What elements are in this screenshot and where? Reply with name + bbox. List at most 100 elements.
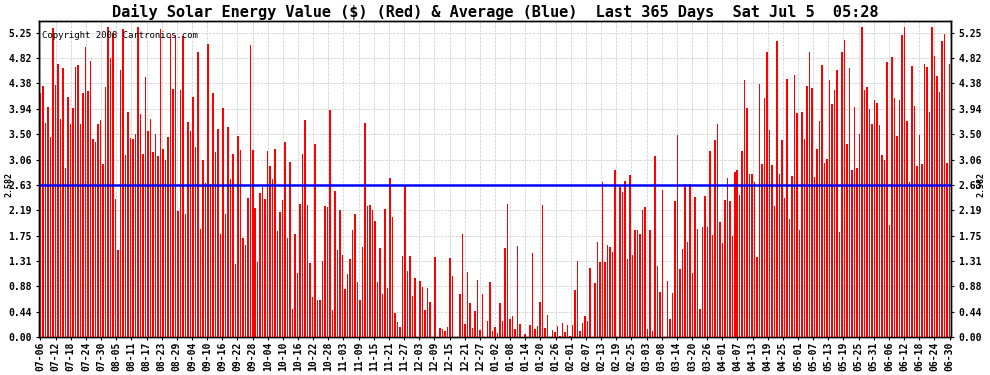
Bar bbox=[729, 201, 731, 337]
Bar bbox=[351, 230, 353, 337]
Bar bbox=[69, 124, 71, 337]
Bar bbox=[189, 131, 191, 337]
Bar bbox=[859, 134, 860, 337]
Bar bbox=[54, 85, 56, 337]
Bar bbox=[79, 124, 81, 337]
Bar bbox=[584, 316, 586, 337]
Bar bbox=[346, 274, 348, 337]
Bar bbox=[904, 27, 905, 337]
Bar bbox=[881, 155, 883, 337]
Bar bbox=[632, 255, 634, 337]
Bar bbox=[407, 272, 408, 337]
Bar bbox=[837, 70, 838, 337]
Bar bbox=[571, 325, 573, 337]
Bar bbox=[327, 207, 329, 337]
Bar bbox=[402, 256, 403, 337]
Bar bbox=[230, 179, 231, 337]
Bar bbox=[589, 268, 591, 337]
Bar bbox=[272, 179, 273, 337]
Bar bbox=[389, 178, 391, 337]
Bar bbox=[172, 89, 173, 337]
Bar bbox=[435, 257, 436, 337]
Bar bbox=[269, 166, 271, 337]
Bar bbox=[914, 106, 916, 337]
Bar bbox=[566, 325, 568, 337]
Bar bbox=[362, 247, 363, 337]
Bar bbox=[886, 62, 888, 337]
Bar bbox=[812, 88, 813, 337]
Bar bbox=[784, 198, 785, 337]
Bar bbox=[117, 251, 119, 337]
Bar bbox=[607, 245, 608, 337]
Title: Daily Solar Energy Value ($) (Red) & Average (Blue)  Last 365 Days  Sat Jul 5  0: Daily Solar Energy Value ($) (Red) & Ave… bbox=[112, 4, 878, 20]
Bar bbox=[72, 108, 73, 337]
Bar bbox=[707, 227, 708, 337]
Bar bbox=[415, 278, 416, 337]
Bar bbox=[227, 127, 229, 337]
Bar bbox=[317, 300, 319, 337]
Bar bbox=[237, 136, 239, 337]
Bar bbox=[569, 336, 570, 337]
Bar bbox=[45, 123, 47, 337]
Bar bbox=[482, 294, 483, 337]
Bar bbox=[817, 148, 818, 337]
Bar bbox=[97, 124, 99, 337]
Bar bbox=[274, 149, 276, 337]
Bar bbox=[287, 238, 288, 337]
Bar bbox=[774, 206, 775, 337]
Bar bbox=[809, 53, 811, 337]
Bar bbox=[744, 80, 745, 337]
Bar bbox=[766, 52, 768, 337]
Bar bbox=[95, 142, 96, 337]
Bar bbox=[629, 176, 631, 337]
Bar bbox=[602, 182, 603, 337]
Bar bbox=[746, 108, 748, 337]
Bar bbox=[217, 129, 219, 337]
Bar bbox=[751, 174, 753, 337]
Bar bbox=[125, 155, 126, 337]
Bar bbox=[889, 225, 890, 337]
Bar bbox=[77, 65, 78, 337]
Bar bbox=[932, 27, 933, 337]
Bar bbox=[302, 154, 304, 337]
Bar bbox=[487, 321, 488, 337]
Bar bbox=[222, 108, 224, 337]
Bar bbox=[786, 79, 788, 337]
Bar bbox=[776, 40, 778, 337]
Bar bbox=[446, 327, 448, 337]
Bar bbox=[532, 253, 534, 337]
Bar bbox=[789, 219, 790, 337]
Bar bbox=[494, 327, 496, 337]
Bar bbox=[220, 234, 221, 337]
Bar bbox=[299, 204, 301, 337]
Bar bbox=[154, 134, 156, 337]
Bar bbox=[420, 281, 421, 337]
Bar bbox=[464, 324, 465, 337]
Bar bbox=[425, 310, 426, 337]
Bar bbox=[802, 112, 803, 337]
Bar bbox=[52, 28, 53, 337]
Bar bbox=[822, 65, 823, 337]
Bar bbox=[739, 195, 741, 337]
Bar bbox=[472, 328, 473, 337]
Bar bbox=[374, 221, 376, 337]
Bar bbox=[235, 264, 236, 337]
Bar bbox=[619, 187, 621, 337]
Bar bbox=[717, 124, 718, 337]
Bar bbox=[384, 209, 386, 337]
Bar bbox=[832, 104, 833, 337]
Bar bbox=[115, 199, 116, 337]
Bar bbox=[824, 164, 826, 337]
Bar bbox=[906, 121, 908, 337]
Bar bbox=[719, 222, 721, 337]
Bar bbox=[412, 296, 414, 337]
Bar bbox=[879, 125, 880, 337]
Bar bbox=[919, 135, 921, 337]
Bar bbox=[909, 182, 911, 337]
Bar bbox=[651, 331, 653, 337]
Bar bbox=[871, 124, 873, 337]
Bar bbox=[242, 238, 244, 337]
Bar bbox=[612, 252, 613, 337]
Bar bbox=[507, 204, 508, 337]
Bar bbox=[451, 276, 453, 337]
